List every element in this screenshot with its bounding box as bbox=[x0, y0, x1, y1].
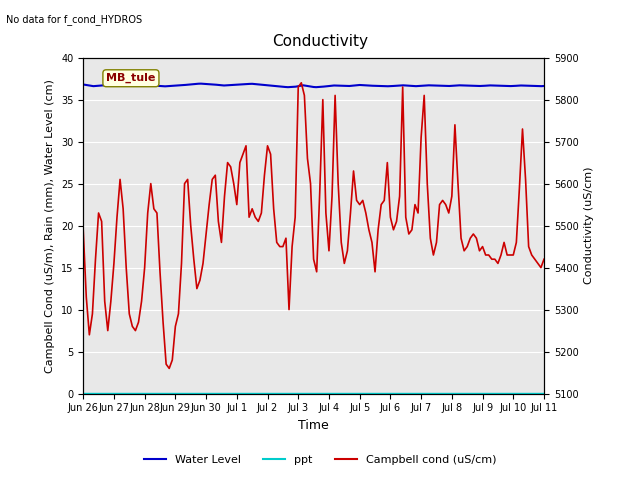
Y-axis label: Campbell Cond (uS/m), Rain (mm), Water Level (cm): Campbell Cond (uS/m), Rain (mm), Water L… bbox=[45, 79, 56, 372]
Text: No data for f_cond_HYDROS: No data for f_cond_HYDROS bbox=[6, 14, 143, 25]
Text: MB_tule: MB_tule bbox=[106, 73, 156, 84]
Text: Conductivity: Conductivity bbox=[272, 34, 368, 48]
Y-axis label: Conductivity (uS/cm): Conductivity (uS/cm) bbox=[584, 167, 594, 284]
Legend: Water Level, ppt, Campbell cond (uS/cm): Water Level, ppt, Campbell cond (uS/cm) bbox=[140, 451, 500, 469]
X-axis label: Time: Time bbox=[298, 419, 329, 432]
